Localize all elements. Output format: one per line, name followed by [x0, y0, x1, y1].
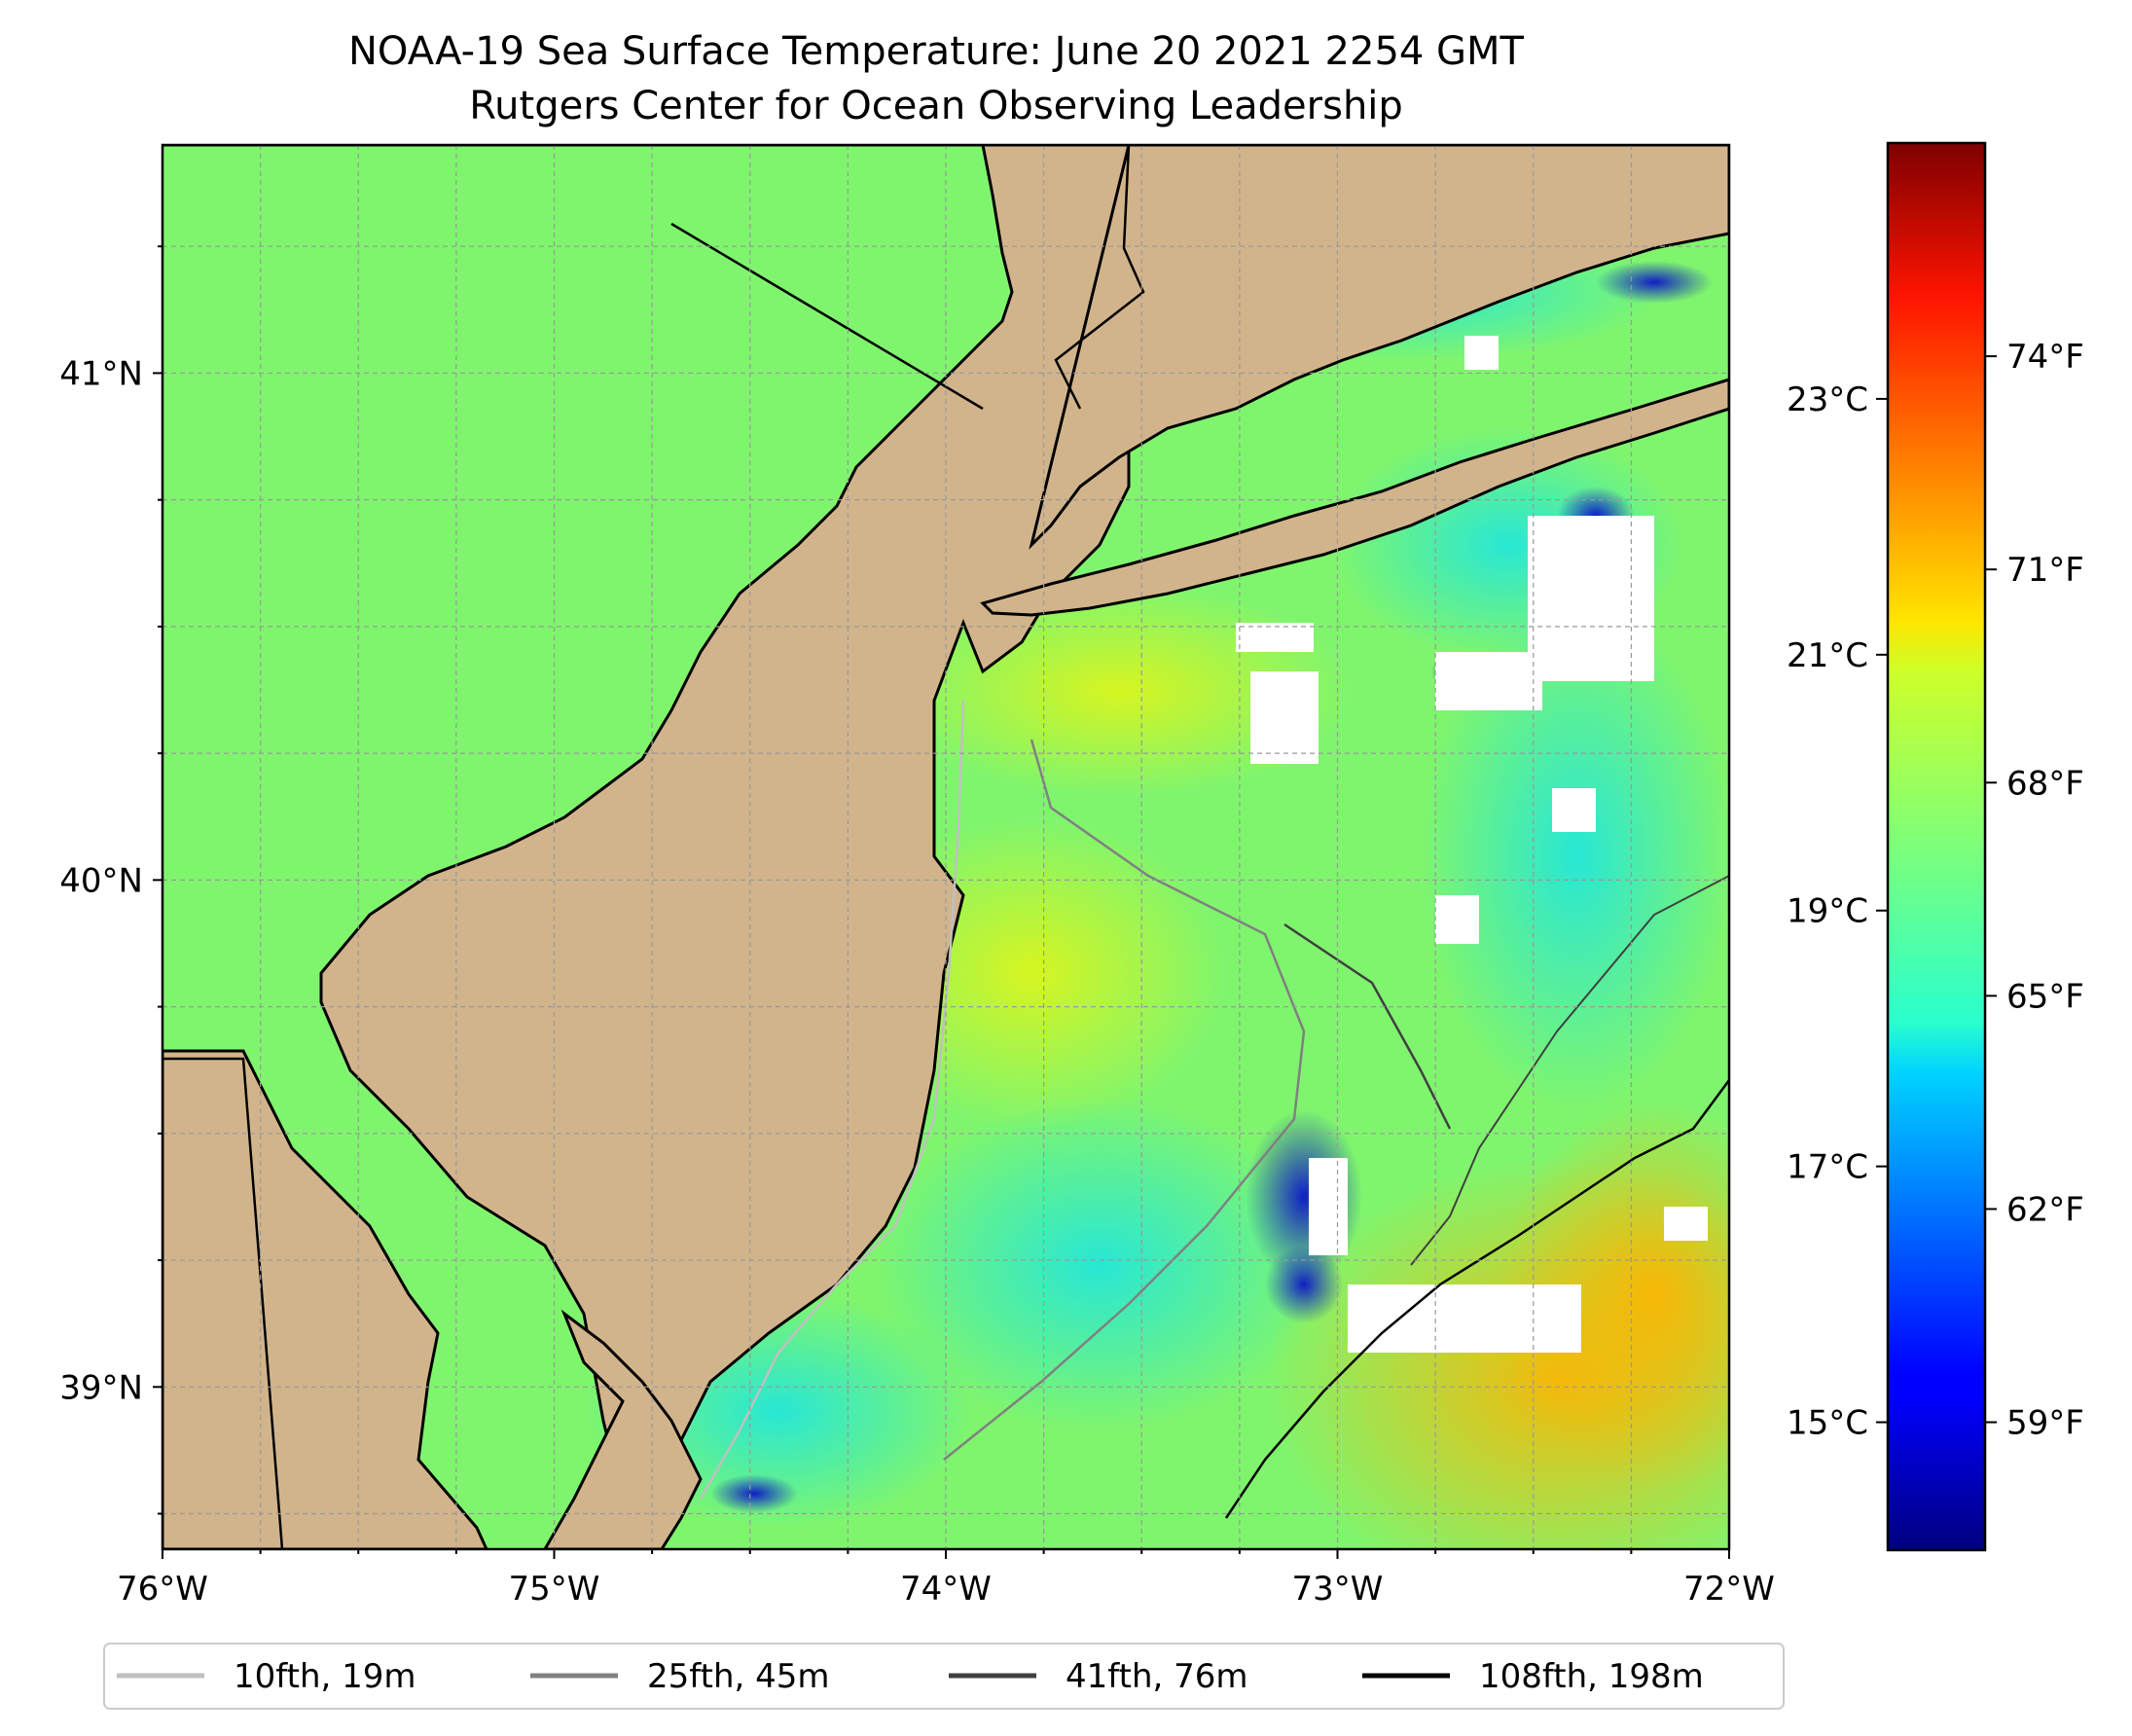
fahrenheit-tick-label: 71°F [2006, 551, 2084, 590]
bathymetry-contours [699, 700, 1729, 1519]
no-data-areas [1236, 336, 1708, 1353]
land-cape-may [543, 1309, 703, 1549]
legend-label: 25fth, 45m [647, 1657, 830, 1696]
colorbar: 15°C 17°C 19°C 21°C 23°C 59°F 62°F 65°F 68°F 71°… [1787, 141, 2084, 1552]
celsius-tick-label: 17°C [1787, 1148, 1868, 1187]
map-panel [163, 145, 1729, 1549]
legend-frame [103, 1643, 1785, 1710]
lat-tick-label: 41°N [59, 354, 143, 393]
lat-tick-label: 40°N [59, 861, 143, 900]
contour-legend: 10fth, 19m 25fth, 45m 41fth, 76m 108fth, 19… [103, 1643, 1785, 1710]
celsius-tick-label: 15°C [1787, 1404, 1868, 1443]
colorbar-fahrenheit-axis: 59°F 62°F 65°F 68°F 71°F 74°F [1985, 338, 2084, 1443]
lon-tick-label: 72°W [1683, 1570, 1775, 1609]
longitude-axis: 76°W 75°W 74°W 73°W 72°W [117, 1549, 1775, 1609]
chart-title-line-2: Rutgers Center for Ocean Observing Leade… [469, 84, 1403, 128]
land-delmarva [163, 1049, 488, 1549]
map-gridlines [163, 145, 1729, 1549]
chart-title-line-1: NOAA-19 Sea Surface Temperature: June 20… [348, 29, 1525, 74]
legend-label: 108fth, 198m [1479, 1657, 1704, 1696]
lon-tick-label: 73°W [1292, 1570, 1384, 1609]
land-connecticut [1029, 145, 1729, 550]
fahrenheit-tick-label: 68°F [2006, 764, 2084, 803]
land-long-island [980, 378, 1729, 617]
colorbar-celsius-axis: 15°C 17°C 19°C 21°C 23°C [1787, 380, 1888, 1443]
celsius-tick-label: 19°C [1787, 892, 1868, 931]
celsius-tick-label: 23°C [1787, 380, 1868, 419]
legend-label: 41fth, 76m [1066, 1657, 1248, 1696]
legend-label: 10fth, 19m [234, 1657, 416, 1696]
fahrenheit-tick-label: 62°F [2006, 1190, 2084, 1229]
latitude-axis: 39°N 40°N 41°N [59, 245, 163, 1515]
fahrenheit-tick-label: 74°F [2006, 338, 2084, 377]
lat-tick-label: 39°N [59, 1368, 143, 1407]
fahrenheit-tick-label: 65°F [2006, 977, 2084, 1016]
lon-tick-label: 75°W [509, 1570, 600, 1609]
state-borders [163, 145, 1145, 1549]
land-mainland [163, 145, 1131, 1501]
fahrenheit-tick-label: 59°F [2006, 1404, 2084, 1443]
celsius-tick-label: 21°C [1787, 636, 1868, 675]
colorbar-gradient [1886, 141, 1987, 1552]
lon-tick-label: 76°W [117, 1570, 208, 1609]
lon-tick-label: 74°W [900, 1570, 992, 1609]
